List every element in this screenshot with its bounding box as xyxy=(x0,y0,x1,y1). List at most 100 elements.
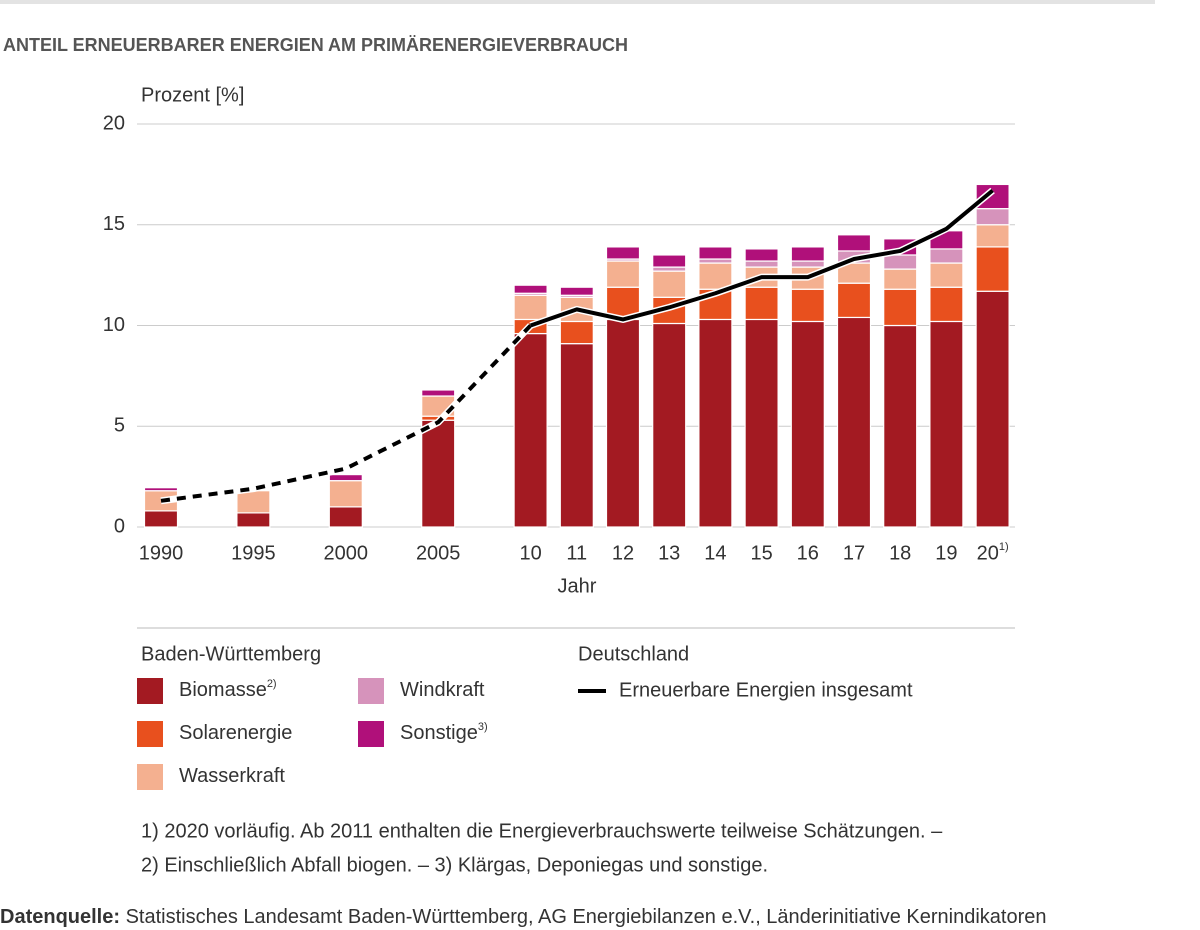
x-tick-label: 2000 xyxy=(324,542,369,564)
legend-note: 2) xyxy=(267,678,277,690)
bar-segment xyxy=(513,284,548,294)
x-tick-label: 2005 xyxy=(416,542,461,564)
bar-segment xyxy=(652,266,687,272)
bar-segment xyxy=(883,268,918,290)
bar-segment xyxy=(790,320,825,528)
x-tick-label: 13 xyxy=(658,542,680,564)
x-tick-label: 18 xyxy=(889,542,911,564)
bar-segment xyxy=(975,208,1010,226)
x-tick-label: 14 xyxy=(704,542,726,564)
bar-segment xyxy=(559,286,594,296)
bar-segment xyxy=(836,282,872,319)
legend-swatch xyxy=(358,721,384,747)
legend-name: Windkraft xyxy=(400,679,485,701)
bar-segment xyxy=(143,487,179,492)
source-text: Statistisches Landesamt Baden-Württember… xyxy=(120,906,1046,928)
x-axis-label: Jahr xyxy=(558,575,597,597)
legend-name: Solarenergie xyxy=(179,722,292,744)
bar-segment xyxy=(698,262,733,290)
bar-segment xyxy=(790,260,825,268)
source-label: Datenquelle: xyxy=(0,906,120,928)
bar-segment xyxy=(929,320,964,528)
legend-swatch xyxy=(137,678,163,704)
bar-segment xyxy=(236,490,271,514)
bar-segment xyxy=(421,419,456,528)
x-tick-label: 17 xyxy=(843,542,865,564)
bar-segment xyxy=(883,288,918,327)
bar-segment xyxy=(883,254,918,270)
y-tick-label: 0 xyxy=(114,515,125,537)
footnote: 1) 2020 vorläufig. Ab 2011 enthalten die… xyxy=(141,820,943,842)
bar-segment xyxy=(605,318,641,528)
bar-segment xyxy=(975,290,1010,528)
x-tick-label: 1995 xyxy=(231,542,276,564)
bar-segment xyxy=(698,318,733,528)
legend-label: Solarenergie xyxy=(179,722,292,744)
source: Datenquelle: Statistisches Landesamt Bad… xyxy=(0,906,1047,928)
x-tick-label: 15 xyxy=(750,542,772,564)
x-tick-label: 19 xyxy=(935,542,957,564)
bar-segment xyxy=(744,248,779,262)
bar-segment xyxy=(328,474,363,482)
legend-label: Erneuerbare Energien insgesamt xyxy=(619,679,913,701)
bar-segment xyxy=(652,270,687,298)
bar-segment xyxy=(513,294,548,321)
legend-name: Wasserkraft xyxy=(179,765,285,787)
legend-label: Sonstige3) xyxy=(400,721,488,744)
bar-segment xyxy=(790,246,825,262)
bar-segment xyxy=(698,246,733,260)
x-tick-label: 201) xyxy=(977,541,1009,564)
legend-name: Sonstige xyxy=(400,722,478,744)
bar-segment xyxy=(698,258,733,264)
bar-segment xyxy=(652,254,687,268)
bar-segment xyxy=(559,320,594,345)
legend-title: Deutschland xyxy=(578,643,689,665)
y-tick-label: 5 xyxy=(114,415,125,437)
x-tick-label: 10 xyxy=(519,542,541,564)
bar-segment xyxy=(883,324,918,528)
bar-segment xyxy=(929,248,964,264)
bar-segment xyxy=(836,316,872,528)
bar-segment xyxy=(790,288,825,323)
bar-segment xyxy=(744,260,779,268)
bar-segment xyxy=(605,246,641,260)
y-tick-label: 10 xyxy=(103,314,125,336)
top-rule xyxy=(0,0,1155,4)
legend-label: Biomasse2) xyxy=(179,678,277,701)
bar-segment xyxy=(975,224,1010,248)
x-tick-label: 12 xyxy=(612,542,634,564)
y-tick-label: 20 xyxy=(103,112,125,134)
x-tick-mark: 1) xyxy=(999,541,1009,553)
line xyxy=(529,188,994,328)
legend-swatch xyxy=(137,764,163,790)
bar-segment xyxy=(605,260,641,288)
bar-segment xyxy=(513,332,548,528)
legend-swatch xyxy=(358,678,384,704)
bar-segment xyxy=(328,506,363,528)
bar-segment xyxy=(143,510,179,528)
bar-segment xyxy=(559,343,594,528)
bar-segment xyxy=(236,512,271,528)
legend-note: 3) xyxy=(478,721,488,733)
legend-label: Wasserkraft xyxy=(179,765,285,787)
legend-name: Biomasse xyxy=(179,679,267,701)
line-halo xyxy=(160,323,534,505)
bar-segment xyxy=(929,262,964,288)
y-tick-label: 15 xyxy=(103,213,125,235)
bar-segment xyxy=(836,234,872,252)
bar-segment xyxy=(328,480,363,508)
x-tick-label: 1990 xyxy=(139,542,184,564)
bar-segment xyxy=(929,286,964,323)
y-axis-label: Prozent [%] xyxy=(141,84,244,106)
x-tick-label: 16 xyxy=(797,542,819,564)
x-tick-label: 11 xyxy=(566,542,587,564)
legend-swatch xyxy=(137,721,163,747)
footnote: 2) Einschließlich Abfall biogen. – 3) Kl… xyxy=(141,854,768,876)
bar-segment xyxy=(421,389,456,397)
chart-title: ANTEIL ERNEUERBARER ENERGIEN AM PRIMÄREN… xyxy=(3,35,628,55)
legend-title: Baden-Württemberg xyxy=(141,643,321,665)
legend-label: Windkraft xyxy=(400,679,485,701)
bar-segment xyxy=(975,246,1010,292)
